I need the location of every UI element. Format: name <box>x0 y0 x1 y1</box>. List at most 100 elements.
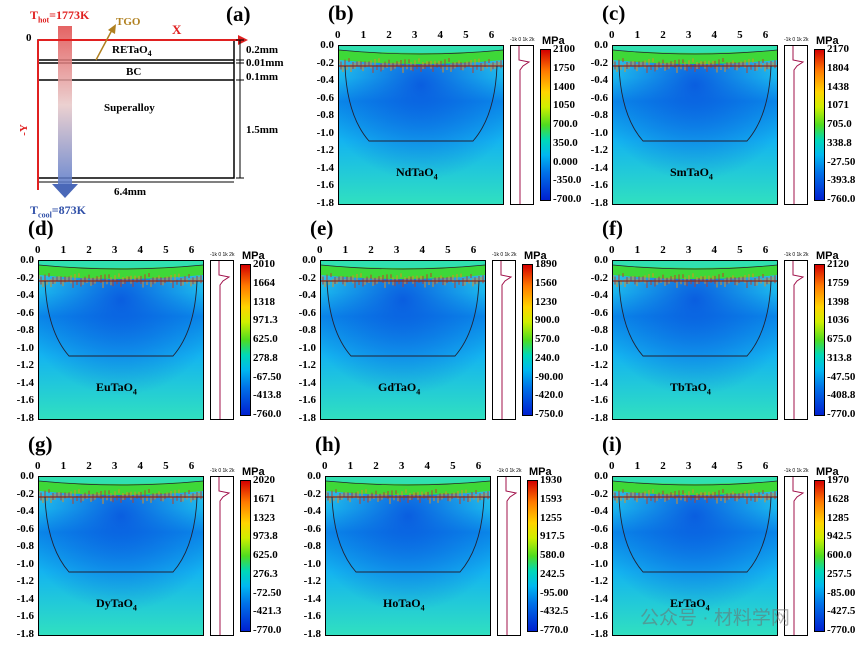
profile-tick-labels: -1k 0 1k 2k <box>210 252 235 258</box>
y-tick-label: -1.8 <box>16 628 34 640</box>
y-tick-label: 0.0 <box>307 470 321 482</box>
colorbar-tick: 917.5 <box>540 530 565 543</box>
y-tick-label: -0.8 <box>590 540 608 553</box>
contour-svg <box>326 477 490 635</box>
x-tick-label: 4 <box>419 244 426 256</box>
colorbar-tick: 1398 <box>827 295 849 308</box>
y-tick-label: -0.8 <box>590 109 608 122</box>
panel-label: (e) <box>310 216 334 240</box>
y-tick-label: -0.8 <box>590 324 608 337</box>
material-label: SmTaO4 <box>670 165 713 182</box>
colorbar-unit: MPa <box>542 35 565 47</box>
material-label: EuTaO4 <box>96 380 137 397</box>
x-tick-label: 5 <box>163 460 169 472</box>
colorbar <box>814 49 825 201</box>
stress-contour-plot <box>38 476 204 636</box>
x-tick-label: 1 <box>347 460 354 472</box>
y-tick-label: -1.4 <box>16 592 34 605</box>
colorbar-tick: -421.3 <box>253 605 282 618</box>
y-tick-label: -0.6 <box>316 91 334 104</box>
colorbar-tick: -350.0 <box>553 174 582 187</box>
x-axis-label: X <box>172 22 182 37</box>
stress-profile-plot <box>784 260 808 420</box>
x-tick-label: 6 <box>762 29 769 41</box>
x-tick-label: 5 <box>450 460 456 472</box>
colorbar-tick: 1593 <box>540 492 562 505</box>
y-tick-label: -1.0 <box>590 557 608 570</box>
y-tick-label: -0.6 <box>590 91 608 104</box>
colorbar-tick: 1318 <box>253 295 275 308</box>
layer-superalloy-label: Superalloy <box>104 102 155 114</box>
colorbar-tick: 971.3 <box>253 314 278 327</box>
t-hot-label: Thot=1773K <box>30 8 90 25</box>
colorbar-tick: -67.50 <box>253 370 282 383</box>
x-tick-label: 1 <box>634 460 641 472</box>
y-tick-label: -0.4 <box>16 505 34 518</box>
y-tick-label: -1.2 <box>303 575 321 588</box>
y-tick-label: -1.2 <box>590 359 608 372</box>
contour-svg <box>39 477 203 635</box>
y-tick-label: -0.6 <box>303 522 321 535</box>
x-tick-label: 6 <box>188 460 195 472</box>
y-tick-label: -0.2 <box>298 271 316 284</box>
x-tick-label: 1 <box>360 29 367 41</box>
colorbar-tick: 257.5 <box>827 567 852 580</box>
colorbar <box>814 264 825 416</box>
x-tick-label: 6 <box>475 460 482 472</box>
colorbar-tick: 580.0 <box>540 549 565 561</box>
material-label: NdTaO4 <box>396 165 438 182</box>
x-tick-label: 3 <box>111 460 118 472</box>
stress-contour-plot <box>338 45 504 205</box>
origin-label: 0 <box>26 32 32 44</box>
colorbar-tick: 1671 <box>253 492 275 505</box>
y-tick-label: 0.0 <box>20 470 34 482</box>
y-tick-label: -0.8 <box>303 540 321 553</box>
stress-contour-plot <box>38 260 204 420</box>
dim-4-label: 1.5mm <box>246 124 279 136</box>
colorbar-tick: -90.00 <box>535 370 564 383</box>
colorbar-tick: 1664 <box>253 276 275 289</box>
material-label: DyTaO4 <box>96 596 137 613</box>
colorbar-tick: 570.0 <box>535 333 560 345</box>
x-tick-label: 1 <box>60 244 67 256</box>
tgo-label: TGO <box>116 16 141 28</box>
y-tick-label: -1.6 <box>16 610 34 623</box>
x-tick-label: 3 <box>685 29 692 41</box>
panel-label: (c) <box>602 1 626 25</box>
profile-tick-labels: -1k 0 1k 2k <box>210 468 235 474</box>
y-tick-label: -0.6 <box>16 522 34 535</box>
heat-flow-arrowhead <box>52 184 78 198</box>
colorbar-tick: -760.0 <box>827 193 856 205</box>
stress-profile-plot <box>492 260 516 420</box>
contour-svg <box>613 261 777 419</box>
y-tick-label: -1.6 <box>298 394 316 407</box>
x-tick-label: 4 <box>711 244 718 256</box>
colorbar-tick: 700.0 <box>553 118 578 130</box>
x-tick-label: 2 <box>86 460 92 472</box>
y-tick-label: -1.0 <box>16 557 34 570</box>
y-tick-label: -0.4 <box>298 289 316 302</box>
colorbar-tick: 2170 <box>827 43 849 55</box>
colorbar-tick: 1628 <box>827 492 849 505</box>
x-tick-label: 4 <box>424 460 431 472</box>
colorbar-tick: 278.8 <box>253 351 278 364</box>
y-tick-label: -1.0 <box>316 126 334 139</box>
schematic-diagram <box>37 24 248 198</box>
y-tick-label: -0.2 <box>16 271 34 284</box>
contour-svg <box>339 46 503 204</box>
y-tick-label: -1.8 <box>590 197 608 209</box>
colorbar-tick: 705.0 <box>827 118 852 130</box>
x-tick-label: 3 <box>398 460 405 472</box>
colorbar-tick: -770.0 <box>827 408 856 420</box>
panel-label: (g) <box>28 432 53 456</box>
x-tick-label: 1 <box>634 29 641 41</box>
x-tick-label: 0 <box>322 460 328 472</box>
x-tick-label: 5 <box>445 244 451 256</box>
stress-contour-plot <box>612 45 778 205</box>
x-tick-label: 1 <box>634 244 641 256</box>
x-tick-label: 0 <box>317 244 323 256</box>
x-tick-label: 0 <box>35 244 41 256</box>
colorbar-tick: -432.5 <box>540 605 569 618</box>
x-tick-label: 4 <box>711 29 718 41</box>
x-tick-label: 2 <box>86 244 92 256</box>
